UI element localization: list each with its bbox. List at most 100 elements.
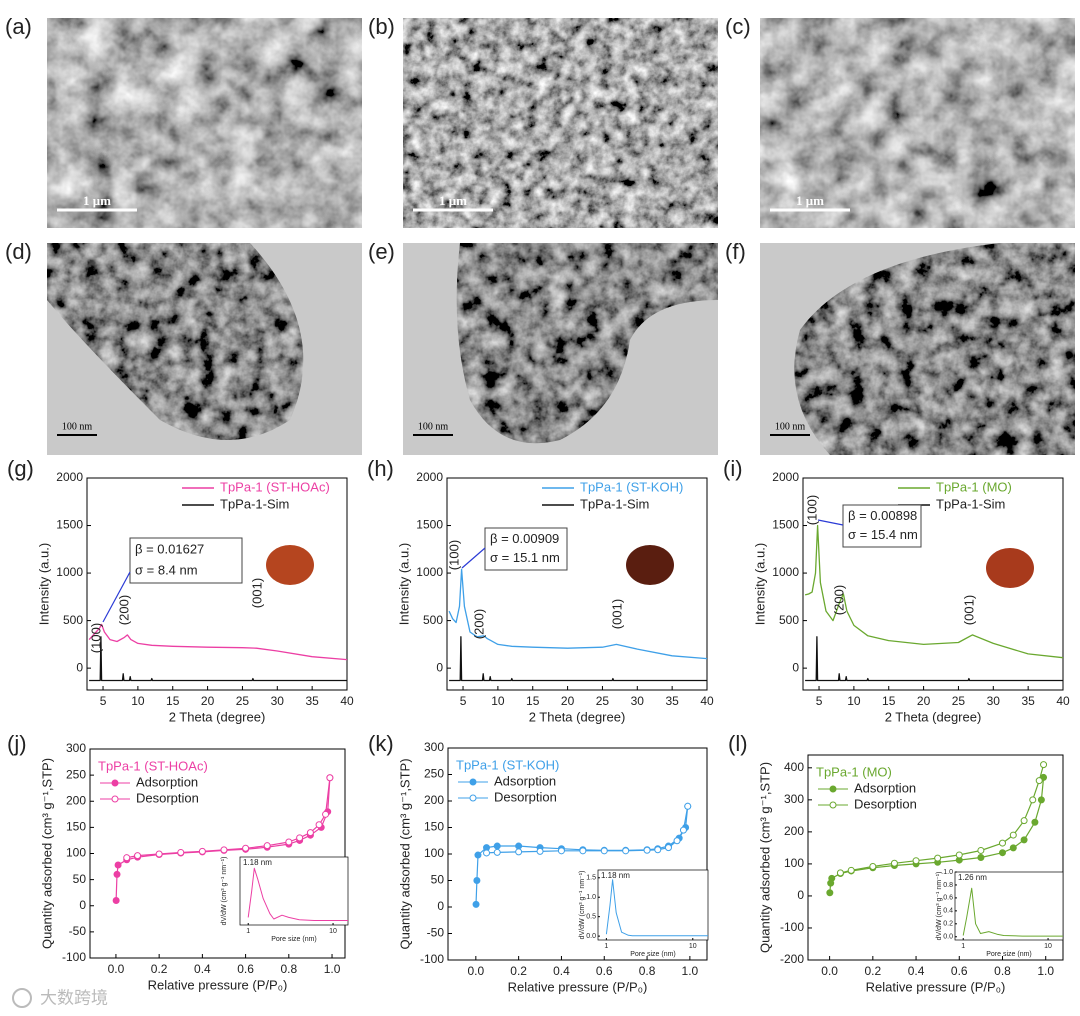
micrograph xyxy=(403,18,718,228)
y-tick-label: 100 xyxy=(424,846,444,860)
data-point xyxy=(1031,818,1039,826)
x-axis-label: Pore size (nm) xyxy=(986,951,1032,958)
data-point xyxy=(977,854,985,861)
panel-label: (a) xyxy=(5,14,32,39)
series-line xyxy=(89,636,347,682)
data-point xyxy=(1009,844,1017,852)
y-tick-label: 100 xyxy=(784,856,804,870)
x-axis-label: 2 Theta (degree) xyxy=(885,709,982,724)
y-tick-label: 500 xyxy=(423,613,443,627)
x-tick-label: 1.0 xyxy=(324,962,341,976)
x-tick-label: 10 xyxy=(491,694,505,708)
data-point xyxy=(828,874,836,882)
plot-frame xyxy=(446,477,708,691)
data-point xyxy=(114,861,122,869)
x-tick-label: 1 xyxy=(604,943,608,950)
data-point xyxy=(934,854,942,862)
legend-marker xyxy=(469,778,477,786)
x-tick-label: 0.0 xyxy=(467,964,484,978)
y-tick-label: 200 xyxy=(66,793,86,807)
annotation: σ = 15.4 nm xyxy=(848,527,918,542)
data-point xyxy=(472,900,480,908)
peak-label: (100) xyxy=(446,540,461,570)
panel-label: (d) xyxy=(5,239,32,264)
peak-label: (100) xyxy=(88,623,103,653)
x-tick-label: 0.4 xyxy=(908,964,925,978)
annotation-box xyxy=(484,527,568,571)
series-line xyxy=(962,887,1063,937)
y-tick-label: -100 xyxy=(780,920,804,934)
data-point xyxy=(515,848,523,856)
x-tick-label: 35 xyxy=(665,694,679,708)
y-tick-label: 250 xyxy=(66,767,86,781)
legend-title: TpPa-1 (ST-KOH) xyxy=(456,757,559,772)
y-tick-label: 0.0 xyxy=(586,933,596,940)
y-axis-label: dV/dW (cm³ g⁻¹ nm⁻¹) xyxy=(221,857,228,926)
plot-frame xyxy=(86,477,348,691)
data-point xyxy=(306,829,314,837)
x-tick-label: 1 xyxy=(246,928,250,935)
legend-marker xyxy=(111,795,119,803)
x-tick-label: 0.6 xyxy=(237,962,254,976)
data-point xyxy=(654,846,662,854)
plot-frame xyxy=(807,754,1064,961)
y-axis-label: dV/dW (cm³ g⁻¹ nm⁻¹) xyxy=(579,871,586,940)
y-tick-label: 1000 xyxy=(416,565,443,579)
y-tick-label: 150 xyxy=(424,820,444,834)
x-tick-label: 20 xyxy=(561,694,575,708)
legend-label: Desorption xyxy=(494,789,557,804)
y-tick-label: 0 xyxy=(437,899,444,913)
x-tick-label: 0.4 xyxy=(194,962,211,976)
y-axis-label: Quantity adsorbed (cm³ g⁻¹,STP) xyxy=(757,762,772,953)
data-point xyxy=(622,847,630,855)
plot-frame xyxy=(954,871,1064,941)
series-line xyxy=(247,867,348,921)
x-tick-label: 40 xyxy=(340,694,354,708)
data-point xyxy=(977,846,985,854)
powder-photo xyxy=(626,545,674,585)
legend-label: Adsorption xyxy=(136,774,198,789)
x-tick-label: 0.2 xyxy=(510,964,527,978)
figure-root: (a) 1 μm (b) 1 μm (c) 1 μm (d) 100 nm (e) 100 nm (… xyxy=(5,14,1075,1008)
plot-frame xyxy=(239,856,349,926)
legend-label: Adsorption xyxy=(494,773,556,788)
y-tick-label: 0.5 xyxy=(586,914,596,921)
series-line xyxy=(804,524,1064,659)
y-tick-label: 0.0 xyxy=(943,934,953,941)
peak-label: (001) xyxy=(249,578,264,608)
series-line xyxy=(449,636,707,682)
peak-label: (200) xyxy=(116,595,131,625)
x-tick-label: 10 xyxy=(131,694,145,708)
y-tick-label: 0 xyxy=(436,660,443,674)
data-point xyxy=(177,848,185,856)
annotation-arrow xyxy=(102,571,131,623)
x-tick-label: 0.2 xyxy=(864,964,881,978)
data-point xyxy=(643,846,651,854)
data-point xyxy=(242,844,250,852)
peak-label: (100) xyxy=(804,495,819,525)
series-line xyxy=(840,764,1045,874)
x-tick-label: 15 xyxy=(166,694,180,708)
data-point xyxy=(315,821,323,829)
y-tick-label: 0 xyxy=(792,660,799,674)
y-tick-label: 1500 xyxy=(772,518,799,532)
plot-frame xyxy=(802,477,1064,691)
data-point xyxy=(493,848,501,856)
data-point xyxy=(557,847,565,855)
y-tick-label: 100 xyxy=(66,846,86,860)
x-axis-label: Relative pressure (P/P₀) xyxy=(148,977,288,992)
data-point xyxy=(198,847,206,855)
legend-label: TpPa-1-Sim xyxy=(220,496,289,511)
data-point xyxy=(869,862,877,870)
annotation-box xyxy=(842,504,922,548)
x-tick-label: 35 xyxy=(1021,694,1035,708)
x-axis-label: Pore size (nm) xyxy=(271,936,317,943)
legend-label: Desorption xyxy=(136,790,199,805)
data-point xyxy=(1035,777,1043,785)
y-axis-label: Intensity (a.u.) xyxy=(396,543,411,625)
data-point xyxy=(998,839,1006,847)
data-point xyxy=(890,859,898,867)
watermark-logo xyxy=(12,988,32,1008)
watermark: 大数跨境 xyxy=(40,988,108,1007)
